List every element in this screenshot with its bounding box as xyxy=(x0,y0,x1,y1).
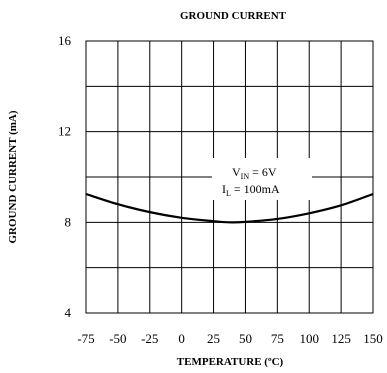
y-tick-label: 16 xyxy=(58,33,72,48)
y-tick-labels: 4 8 12 16 xyxy=(58,33,72,320)
annotation-background xyxy=(212,158,312,200)
annotation-vin: VIN = 6V xyxy=(232,165,277,181)
plot-frame xyxy=(85,40,374,314)
chart-title: GROUND CURRENT xyxy=(180,10,287,22)
y-tick-label: 4 xyxy=(65,305,72,320)
y-tick-label: 8 xyxy=(65,214,72,229)
x-tick-label: 100 xyxy=(299,331,319,346)
y-axis-label: GROUND CURRENT (mA) xyxy=(7,110,19,243)
x-tick-label: -25 xyxy=(141,331,158,346)
x-tick-label: 25 xyxy=(207,331,220,346)
x-tick-label: 125 xyxy=(331,331,351,346)
series-line xyxy=(85,192,374,224)
x-tick-label: 150 xyxy=(363,331,383,346)
x-axis-label: TEMPERATURE (ºC) xyxy=(177,356,284,368)
x-tick-label: 0 xyxy=(178,331,185,346)
y-tick-label: 12 xyxy=(58,124,71,139)
x-tick-label: -50 xyxy=(109,331,126,346)
x-tick-label: 75 xyxy=(271,331,284,346)
x-tick-label: 50 xyxy=(239,331,252,346)
x-tick-label: -75 xyxy=(77,331,94,346)
x-tick-labels: -75 -50 -25 0 25 50 75 100 125 150 xyxy=(77,331,382,346)
annotation-il: IL = 100mA xyxy=(222,182,280,198)
